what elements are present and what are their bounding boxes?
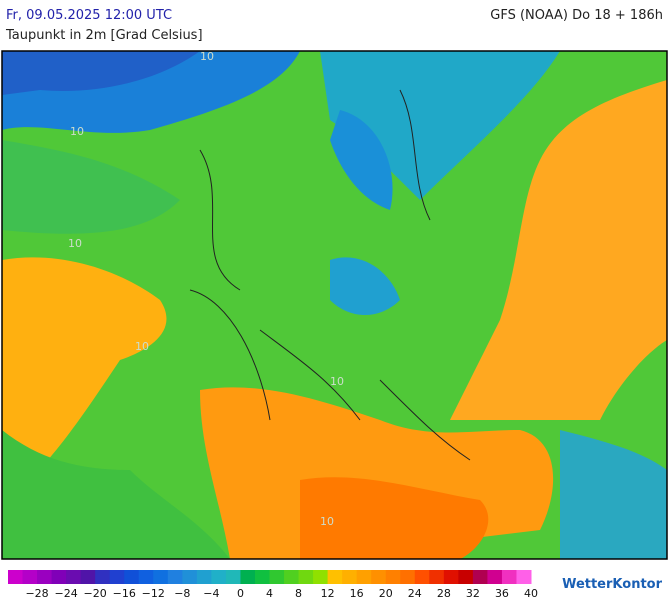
colorbar-swatch xyxy=(66,570,82,584)
colorbar-swatch xyxy=(443,570,459,584)
colorbar-label: 20 xyxy=(379,587,393,600)
run-time: Fr, 09.05.2025 12:00 UTC xyxy=(6,8,172,23)
colorbar-swatch xyxy=(22,570,38,584)
colorbar-swatch xyxy=(95,570,111,584)
colorbar-label: −24 xyxy=(55,587,78,600)
colorbar-label: −20 xyxy=(84,587,107,600)
colorbar-swatch xyxy=(51,570,67,584)
colorbar-swatch xyxy=(254,570,270,584)
colorbar-swatch xyxy=(269,570,285,584)
colorbar-label: −16 xyxy=(113,587,136,600)
colorbar-swatch xyxy=(429,570,445,584)
colorbar-label: 36 xyxy=(495,587,509,600)
colorbar-swatch xyxy=(501,570,517,584)
colorbar-label: 0 xyxy=(237,587,244,600)
colorbar-swatch xyxy=(472,570,488,584)
colorbar-swatch xyxy=(414,570,430,584)
contour-labels: 10 10 10 10 10 10 xyxy=(68,50,344,528)
colorbar-label: 32 xyxy=(466,587,480,600)
colorbar-swatch xyxy=(138,570,154,584)
colorbar-swatch xyxy=(298,570,314,584)
colorbar-swatch xyxy=(8,570,24,584)
colorbar-label: 12 xyxy=(321,587,335,600)
colorbar-label: −28 xyxy=(25,587,48,600)
colorbar-swatch xyxy=(400,570,416,584)
colorbar-label: 28 xyxy=(437,587,451,600)
map-frame xyxy=(1,50,668,560)
colorbar-swatch xyxy=(342,570,358,584)
colorbar-swatch xyxy=(109,570,125,584)
colorbar-swatch xyxy=(225,570,241,584)
colorbar-swatch xyxy=(240,570,256,584)
colorbar-swatch xyxy=(313,570,329,584)
colorbar-label: −12 xyxy=(142,587,165,600)
colorbar-label: 24 xyxy=(408,587,422,600)
colorbar-swatch xyxy=(196,570,212,584)
colorbar-swatch xyxy=(327,570,343,584)
colorbar-swatch xyxy=(167,570,183,584)
colorbar-swatch xyxy=(385,570,401,584)
colorbar: −28 −24 −20 −16 −12 −8 −4 0 4 8 12 16 20 24 28 32 36 40 xyxy=(8,570,538,600)
model-info: GFS (NOAA) Do 18 + 186h xyxy=(490,8,663,23)
colorbar-swatch xyxy=(356,570,372,584)
map xyxy=(2,51,667,559)
contour-label: 10 xyxy=(70,125,84,138)
contour-label: 10 xyxy=(320,515,334,528)
colorbar-swatch xyxy=(516,570,532,584)
colorbar-swatch xyxy=(80,570,96,584)
contour-label: 10 xyxy=(68,237,82,250)
brand: WetterKontor xyxy=(562,577,663,592)
contour-label: 10 xyxy=(135,340,149,353)
colorbar-swatch xyxy=(284,570,300,584)
colorbar-label: 16 xyxy=(350,587,364,600)
colorbar-label: −8 xyxy=(174,587,190,600)
colorbar-swatch xyxy=(211,570,227,584)
colorbar-swatch xyxy=(487,570,503,584)
colorbar-swatch xyxy=(153,570,169,584)
colorbar-swatch xyxy=(371,570,387,584)
colorbar-label: 4 xyxy=(266,587,273,600)
colorbar-swatch xyxy=(182,570,198,584)
colorbar-swatch xyxy=(37,570,53,584)
colorbar-label: 40 xyxy=(524,587,538,600)
colorbar-swatch xyxy=(458,570,474,584)
colorbar-label: −4 xyxy=(203,587,219,600)
contour-label: 10 xyxy=(330,375,344,388)
subtitle: Taupunkt in 2m [Grad Celsius] xyxy=(5,28,203,43)
contour-label: 10 xyxy=(200,50,214,63)
colorbar-swatch xyxy=(124,570,140,584)
colorbar-label: 8 xyxy=(295,587,302,600)
